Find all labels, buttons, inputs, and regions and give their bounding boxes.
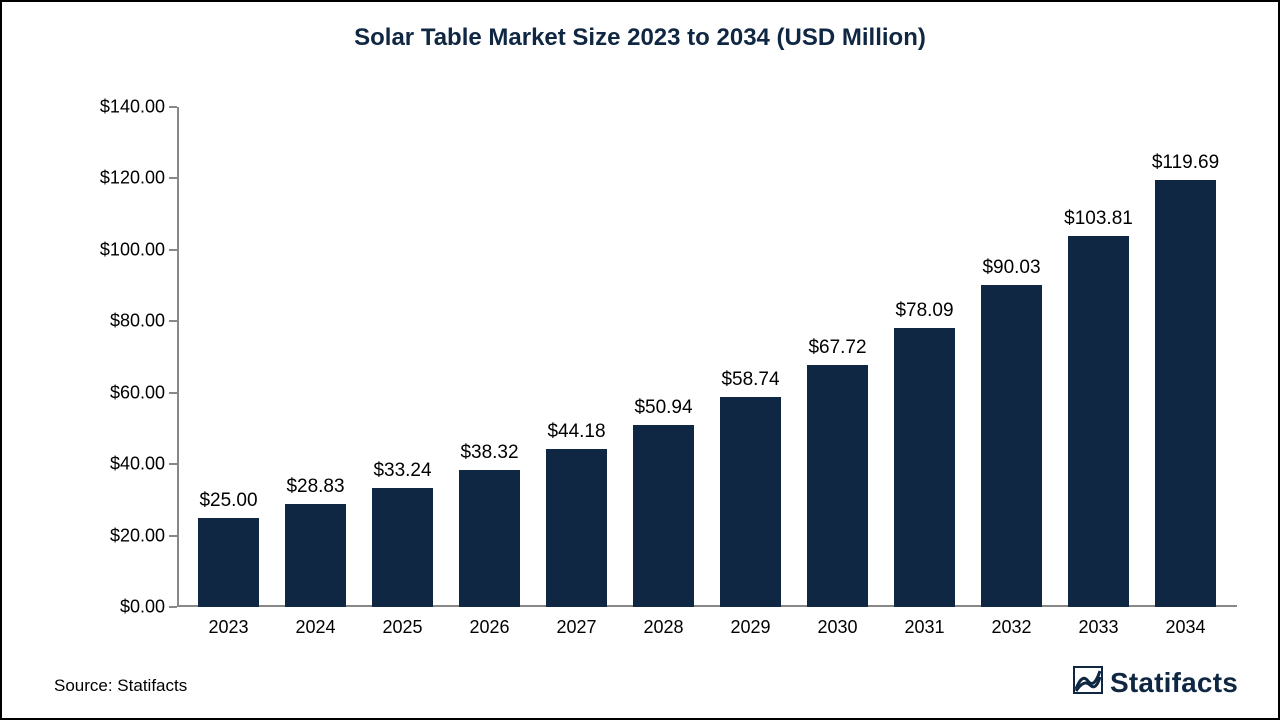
brand-logo: Statifacts [1072, 665, 1238, 700]
x-labels: 2023202420252026202720282029203020312032… [177, 617, 1237, 638]
x-tick-label: 2029 [707, 617, 794, 638]
y-tick-mark [169, 606, 177, 608]
bar-rect [633, 425, 693, 607]
bars-container: $25.00 $28.83 $33.24 $38.32 $44.18 $50.94 $58.… [177, 107, 1237, 607]
bar-value-label: $119.69 [1152, 152, 1219, 174]
y-tick-mark [169, 320, 177, 322]
bar-value-label: $50.94 [634, 397, 692, 419]
bar-rect [546, 449, 606, 607]
bar-slot: $58.74 [707, 107, 794, 607]
y-tick-label: $60.00 [110, 382, 165, 403]
chart-title: Solar Table Market Size 2023 to 2034 (US… [2, 24, 1278, 52]
y-tick-label: $0.00 [120, 597, 165, 618]
x-tick-label: 2033 [1055, 617, 1142, 638]
bar-slot: $38.32 [446, 107, 533, 607]
bar-column [807, 365, 867, 607]
bar-rect [459, 470, 519, 607]
bar-rect [1155, 180, 1215, 607]
bar-slot: $103.81 [1055, 107, 1142, 607]
bar-value-label: $28.83 [286, 476, 344, 498]
bar-column [459, 470, 519, 607]
y-tick-mark [169, 392, 177, 394]
y-tick-mark [169, 106, 177, 108]
source-text: Source: Statifacts [54, 676, 187, 696]
bar-column [720, 397, 780, 607]
bar-value-label: $38.32 [460, 442, 518, 464]
y-tick-label: $80.00 [110, 311, 165, 332]
y-tick-mark [169, 249, 177, 251]
bar-rect [894, 328, 954, 607]
x-tick-label: 2023 [185, 617, 272, 638]
bar-value-label: $25.00 [199, 490, 257, 512]
bar-value-label: $103.81 [1064, 208, 1133, 230]
x-tick-label: 2027 [533, 617, 620, 638]
y-tick-label: $120.00 [100, 168, 165, 189]
bar-column [546, 449, 606, 607]
x-tick-label: 2032 [968, 617, 1055, 638]
bar-rect [1068, 236, 1128, 607]
bar-column [372, 488, 432, 607]
y-tick-label: $40.00 [110, 454, 165, 475]
bar-rect [720, 397, 780, 607]
bar-value-label: $33.24 [373, 460, 431, 482]
bar-rect [198, 518, 258, 607]
bar-column [1155, 180, 1215, 607]
bar-column [981, 285, 1041, 607]
chart-frame: Solar Table Market Size 2023 to 2034 (US… [0, 0, 1280, 720]
bar-column [894, 328, 954, 607]
bar-value-label: $90.03 [982, 257, 1040, 279]
bar-slot: $119.69 [1142, 107, 1229, 607]
brand-icon [1072, 665, 1104, 700]
bar-value-label: $78.09 [895, 300, 953, 322]
bar-slot: $67.72 [794, 107, 881, 607]
x-tick-label: 2030 [794, 617, 881, 638]
bar-slot: $25.00 [185, 107, 272, 607]
bar-value-label: $67.72 [808, 337, 866, 359]
bar-slot: $28.83 [272, 107, 359, 607]
x-tick-label: 2034 [1142, 617, 1229, 638]
bar-rect [981, 285, 1041, 607]
bar-slot: $90.03 [968, 107, 1055, 607]
bar-value-label: $44.18 [547, 421, 605, 443]
x-tick-label: 2026 [446, 617, 533, 638]
bar-slot: $33.24 [359, 107, 446, 607]
y-tick-mark [169, 535, 177, 537]
bar-column [285, 504, 345, 607]
bar-value-label: $58.74 [721, 369, 779, 391]
y-tick-label: $100.00 [100, 239, 165, 260]
bar-column [1068, 236, 1128, 607]
bar-slot: $44.18 [533, 107, 620, 607]
bar-rect [285, 504, 345, 607]
plot-area: $0.00$20.00$40.00$60.00$80.00$100.00$120… [177, 107, 1237, 607]
brand-text: Statifacts [1110, 667, 1238, 699]
bar-rect [807, 365, 867, 607]
y-tick-label: $20.00 [110, 525, 165, 546]
x-tick-label: 2024 [272, 617, 359, 638]
bar-column [633, 425, 693, 607]
x-tick-label: 2025 [359, 617, 446, 638]
x-tick-label: 2028 [620, 617, 707, 638]
y-tick-mark [169, 177, 177, 179]
bar-slot: $50.94 [620, 107, 707, 607]
bar-slot: $78.09 [881, 107, 968, 607]
bar-column [198, 518, 258, 607]
y-tick-label: $140.00 [100, 97, 165, 118]
y-tick-mark [169, 463, 177, 465]
x-tick-label: 2031 [881, 617, 968, 638]
bar-rect [372, 488, 432, 607]
